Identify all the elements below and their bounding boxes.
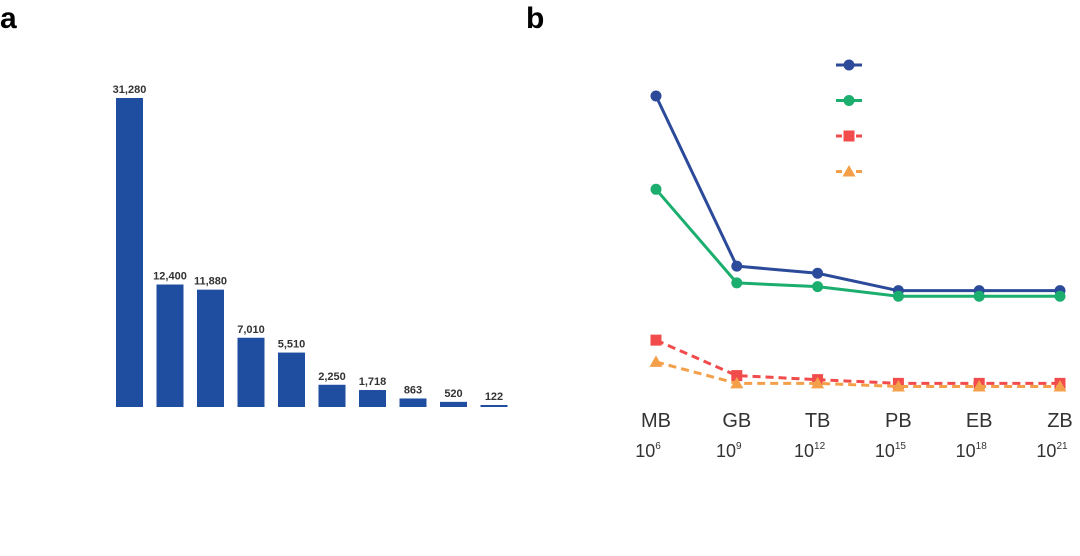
bar-8	[440, 401, 467, 407]
series-line-2	[655, 338, 1060, 385]
x-tick-label-0: MB	[641, 410, 671, 432]
panel-a-label: a	[0, 2, 17, 35]
bar-value-label-6: 1,718	[359, 376, 387, 388]
x-tick-label-4: EB	[966, 410, 993, 432]
series-3-point-5	[1053, 379, 1067, 392]
bar-0	[116, 98, 143, 407]
panel-b-label: b	[526, 2, 544, 35]
legend-marker-1	[843, 95, 855, 106]
bar-1	[156, 284, 184, 407]
x-tick-power-4: 1018	[956, 441, 988, 461]
series-2-point-1	[731, 370, 743, 382]
x-tick-power-2: 1012	[794, 441, 826, 461]
bar-value-label-9: 122	[485, 391, 503, 403]
bar-2	[197, 289, 224, 407]
x-tick-power-5: 1021	[1036, 441, 1068, 461]
x-tick-label-3: PB	[885, 410, 912, 432]
bar-9	[480, 405, 508, 407]
series-3-point-1	[730, 376, 744, 389]
x-tick-label-2: TB	[805, 410, 831, 432]
series-1-point-0	[650, 183, 662, 195]
bar-value-label-3: 7,010	[237, 324, 265, 336]
bar-value-label-4: 5,510	[278, 339, 306, 351]
series-line-1	[654, 188, 1060, 298]
bar-chart: 31,280 12,400 11,880 7,010 5,510 2,250 1,718 86…	[113, 84, 508, 407]
bar-value-label-1: 12,400	[153, 271, 187, 283]
x-tick-label-5: ZB	[1047, 410, 1073, 432]
x-tick-label-1: GB	[722, 410, 751, 432]
bar-4	[278, 352, 305, 407]
legend-marker-0	[843, 59, 855, 71]
series-0-point-2	[812, 267, 824, 279]
series-1-point-1	[731, 277, 743, 289]
bar-value-label-0: 31,280	[113, 84, 147, 96]
series-3-point-3	[891, 379, 905, 392]
legend-marker-2	[843, 130, 855, 142]
series-1-point-3	[892, 290, 904, 302]
bar-value-label-8: 520	[444, 388, 462, 400]
bar-3	[237, 337, 265, 407]
series-0-point-0	[650, 90, 662, 102]
bar-7	[399, 398, 427, 407]
x-tick-power-1: 109	[716, 441, 742, 461]
bar-value-label-2: 11,880	[194, 276, 227, 288]
series-3-point-2	[811, 376, 825, 389]
series-0-point-1	[731, 260, 743, 272]
bar-value-label-5: 2,250	[318, 371, 346, 383]
x-tick-power-3: 1015	[875, 441, 907, 461]
series-3-point-4	[972, 379, 986, 392]
bar-value-label-7: 863	[404, 384, 422, 396]
series-line-3	[655, 360, 1060, 388]
series-1-point-4	[973, 290, 985, 302]
series-line-0	[654, 95, 1060, 293]
series-1-point-5	[1054, 290, 1066, 302]
series-1-point-2	[812, 281, 824, 293]
bar-6	[359, 390, 386, 407]
bar-5	[318, 384, 346, 407]
line-chart: MB 106 GB 109 TB 1012 PB 1015 EB 1018 ZB 1021	[635, 59, 1073, 461]
series-2-point-0	[650, 334, 662, 346]
x-tick-power-0: 106	[635, 441, 661, 461]
series-3-point-0	[649, 355, 663, 367]
legend-marker-3	[842, 165, 856, 177]
